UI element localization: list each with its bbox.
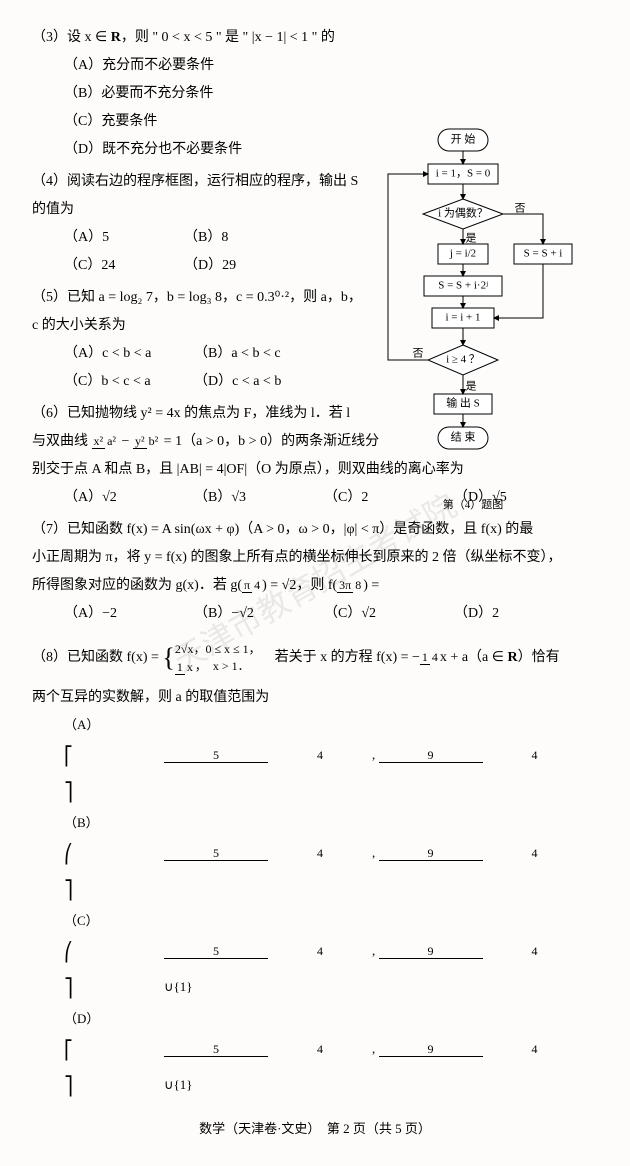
q4-opt-d: （D）29 <box>184 252 304 280</box>
q7-opt-d: （D）2 <box>454 600 584 628</box>
q4-opt-a: （A）5 <box>64 224 184 252</box>
q7-l3b: = √2，则 f <box>267 578 333 593</box>
q7-line1: （7）已知函数 f(x) = A sin(ωx + φ)（A > 0，ω > 0… <box>32 516 598 544</box>
q4-opt-c: （C）24 <box>64 252 184 280</box>
q6-l2b: = 1（a > 0，b > 0）的两条渐近线分 <box>160 434 379 449</box>
q7-line2: 小正周期为 π，将 y = f(x) 的图象上所有点的横坐标伸长到原来的 2 倍… <box>32 544 598 572</box>
q7-frac1: π4 <box>242 579 262 592</box>
svg-text:否: 否 <box>413 348 424 360</box>
svg-text:i = 1，S = 0: i = 1，S = 0 <box>436 168 491 180</box>
flowchart-svg: 开 始 i = 1，S = 0 i 为偶数？ j = i/2 S = S + i·2ʲ S… <box>368 104 578 484</box>
svg-text:i ≥ 4 ？: i ≥ 4 ？ <box>446 354 480 366</box>
q4-opt-b: （B）8 <box>184 224 304 252</box>
q7-opt-b: （B）−√2 <box>194 600 324 628</box>
svg-text:i 为偶数？: i 为偶数？ <box>438 207 488 220</box>
q8-line2: 两个互异的实数解，则 a 的取值范围为 <box>32 684 598 712</box>
q8-R: R <box>507 650 517 665</box>
svg-text:否: 否 <box>515 203 526 215</box>
q7-opt-a: （A）−2 <box>64 600 194 628</box>
q8-line1: （8）已知函数 f(x) = {2√x，0 ≤ x ≤ 1， 1x， x > 1．… <box>32 632 598 684</box>
q6-frac1: x²a² <box>92 435 119 448</box>
q6-frac2: y²b² <box>133 435 160 448</box>
q8-frac-quarter: 14 <box>420 651 440 664</box>
page-body: 天津市教育招生考试院 开 始i = 1，S = 0i 为偶数？j = i/2S … <box>32 24 598 1142</box>
q5-opt-d: （D）c < a < b <box>194 368 324 396</box>
q3-opt-a: （A）充分而不必要条件 <box>64 52 598 80</box>
q3-stem-c: ，则 " 0 < x < 5 " 是 " |x − 1| < 1 " 的 <box>121 30 335 45</box>
q7-line3: 所得图象对应的函数为 g(x)．若 g(π4) = √2，则 f(3π8) = <box>32 572 598 600</box>
svg-text:输 出 S: 输 出 S <box>446 396 480 410</box>
q8-opt-d: （D）⎡54, 94⎤∪{1} <box>64 1006 598 1104</box>
q8-opt-c: （C）⎛54, 94⎤∪{1} <box>64 908 598 1006</box>
q8-opt-b: （B）⎛54, 94⎤ <box>64 810 598 908</box>
svg-text:是: 是 <box>466 232 477 245</box>
q7-l3a: 所得图象对应的函数为 g(x)．若 g <box>32 578 237 593</box>
q6-opt-a: （A）√2 <box>64 484 194 512</box>
flowchart-figure: 开 始 i = 1，S = 0 i 为偶数？ j = i/2 S = S + i·2ʲ S… <box>368 104 578 516</box>
svg-text:是: 是 <box>466 380 477 393</box>
svg-text:j = i/2: j = i/2 <box>449 248 476 260</box>
question-8: （8）已知函数 f(x) = {2√x，0 ≤ x ≤ 1， 1x， x > 1．… <box>32 632 598 1104</box>
svg-text:S = S + i·2ʲ: S = S + i·2ʲ <box>438 280 488 292</box>
q5-opt-a: （A）c < b < a <box>64 340 194 368</box>
q8-case2-frac: 1x <box>175 661 195 674</box>
q8-options: （A）⎡54, 94⎤ （B）⎛54, 94⎤ （C）⎛54, 94⎤∪{1} … <box>32 712 598 1104</box>
q8-l1a: （8）已知函数 f(x) = <box>32 650 162 665</box>
brace-icon: { <box>162 643 174 672</box>
svg-text:结 束: 结 束 <box>451 431 476 444</box>
q6-l2a: 与双曲线 <box>32 434 92 449</box>
q8-cases: 2√x，0 ≤ x ≤ 1， 1x， x > 1． <box>175 641 261 675</box>
svg-text:i = i + 1: i = i + 1 <box>445 312 480 324</box>
q7-l3c: = <box>368 578 379 593</box>
question-7: （7）已知函数 f(x) = A sin(ωx + φ)（A > 0，ω > 0… <box>32 516 598 628</box>
q8-l1b: 若关于 x 的方程 f(x) = − <box>275 650 420 665</box>
q8-case2: ， x > 1． <box>195 659 250 673</box>
q7-opt-c: （C）√2 <box>324 600 454 628</box>
figure-caption: 第（4）题图 <box>368 494 578 516</box>
q8-opt-a: （A）⎡54, 94⎤ <box>64 712 598 810</box>
svg-text:开 始: 开 始 <box>451 132 476 146</box>
q3-R: R <box>111 30 121 45</box>
q8-case1: 2√x，0 ≤ x ≤ 1， <box>175 642 261 656</box>
q6-opt-b: （B）√3 <box>194 484 324 512</box>
q3-stem-a: （3）设 x ∈ <box>32 30 111 45</box>
svg-text:S = S + i: S = S + i <box>524 248 563 260</box>
q7-options: （A）−2（B）−√2（C）√2（D）2 <box>32 600 598 628</box>
q5-opt-b: （B）a < b < c <box>194 340 324 368</box>
q7-frac2: 3π8 <box>337 579 363 592</box>
q8-l1e: ）恰有 <box>518 650 560 665</box>
q8-l1c: x + a（a ∈ <box>440 650 508 665</box>
page-footer: 数学（天津卷·文史） 第 2 页（共 5 页） <box>32 1116 598 1142</box>
q5-opt-c: （C）b < c < a <box>64 368 194 396</box>
